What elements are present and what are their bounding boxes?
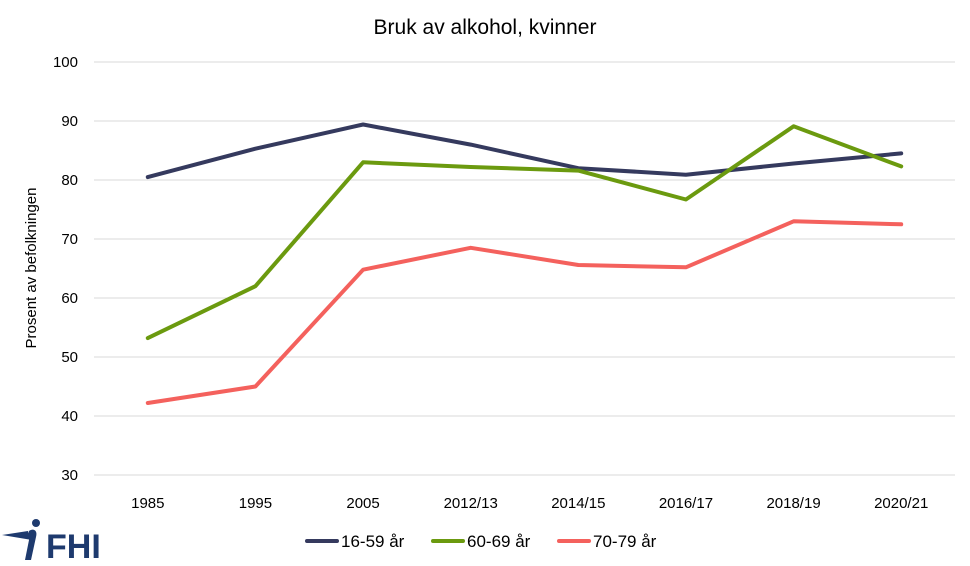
series-line-1: [145, 122, 904, 180]
y-tick-label: 80: [61, 172, 78, 189]
y-tick-label: 50: [61, 349, 78, 366]
y-axis-ticks: 30 40 50 60 70 80 90 100: [53, 54, 78, 484]
y-tick-label: 100: [53, 54, 78, 71]
y-tick-label: 70: [61, 231, 78, 248]
legend-label: 60-69 år: [467, 532, 531, 551]
fhi-figure-icon: [2, 519, 40, 560]
y-tick-label: 60: [61, 290, 78, 307]
legend: 16-59 år 60-69 år 70-79 år: [305, 532, 657, 551]
x-axis-ticks: 1985 1995 2005 2012/13 2014/15 2016/17 2018/19…: [131, 495, 928, 512]
x-tick-label: 1995: [239, 495, 272, 512]
x-tick-label: 2020/21: [874, 495, 928, 512]
logo-text: FHI: [46, 528, 101, 566]
legend-label: 16-59 år: [341, 532, 405, 551]
series-lines: [145, 122, 904, 405]
fhi-logo: FHI: [2, 519, 101, 566]
chart-title: Bruk av alkohol, kvinner: [374, 16, 597, 39]
series-line-3: [145, 219, 904, 405]
y-tick-label: 40: [61, 408, 78, 425]
y-tick-label: 30: [61, 467, 78, 484]
x-tick-label: 2016/17: [659, 495, 713, 512]
x-tick-label: 2005: [346, 495, 379, 512]
y-axis-label: Prosent av befolkningen: [23, 188, 40, 349]
series-line-2: [145, 124, 904, 341]
y-tick-label: 90: [61, 113, 78, 130]
x-tick-label: 2018/19: [766, 495, 820, 512]
legend-label: 70-79 år: [593, 532, 657, 551]
x-tick-label: 1985: [131, 495, 164, 512]
x-tick-label: 2012/13: [444, 495, 498, 512]
gridlines: [94, 61, 955, 476]
x-tick-label: 2014/15: [551, 495, 605, 512]
